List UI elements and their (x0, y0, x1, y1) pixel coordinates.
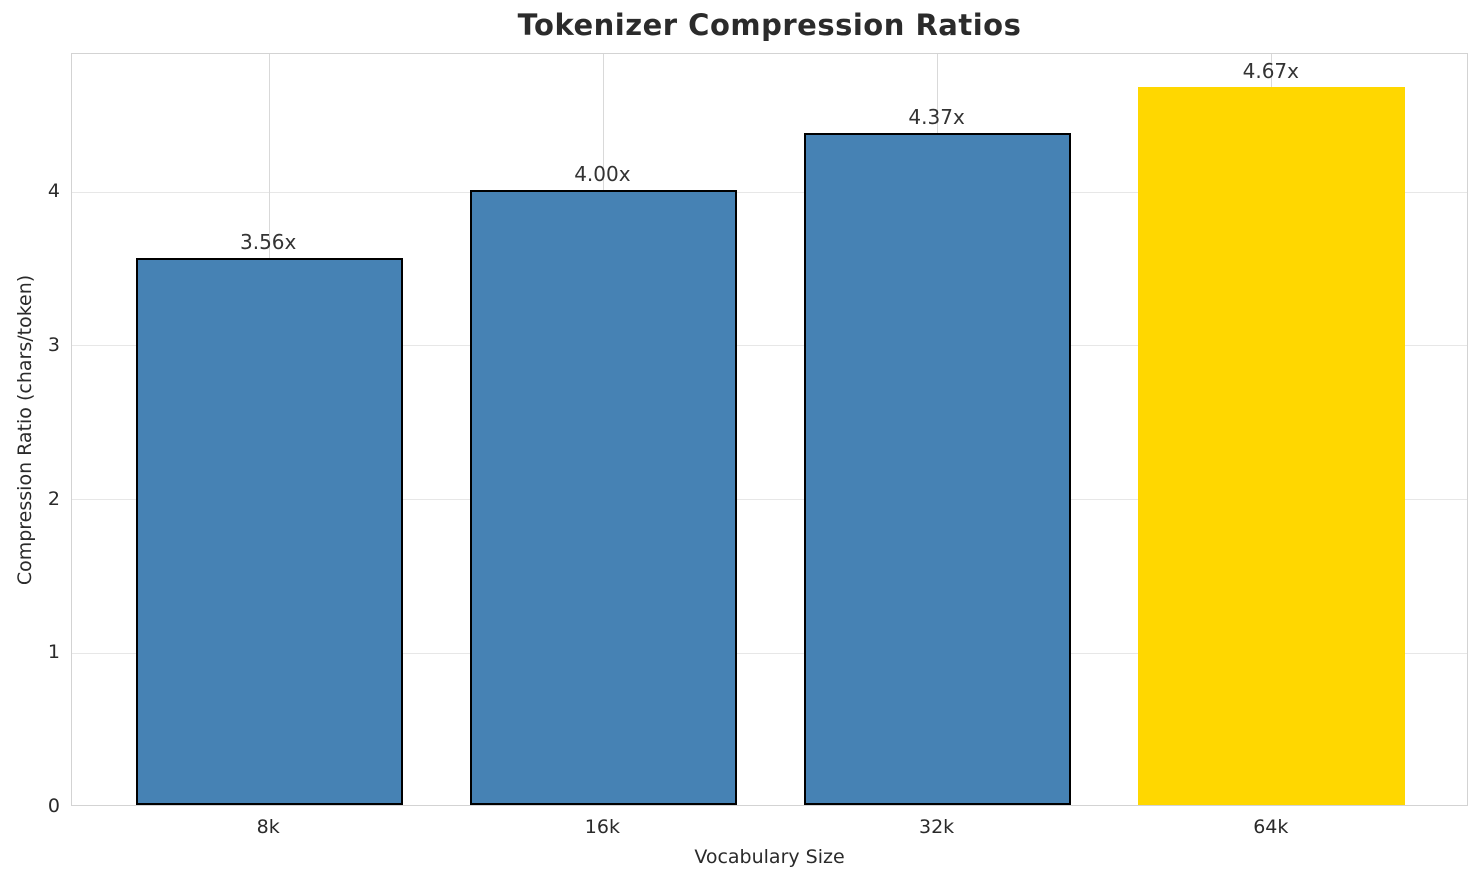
y-tick-label: 0 (47, 795, 60, 817)
x-tick-label-8k: 8k (256, 816, 280, 838)
bar-value-label: 4.37x (908, 105, 965, 130)
y-tick-label: 1 (47, 641, 60, 664)
x-tick-label-32k: 32k (919, 816, 955, 838)
bar-32k (803, 133, 1072, 805)
x-tick-label-16k: 16k (584, 816, 620, 838)
bar-value-label: 3.56x (239, 229, 297, 254)
plot-area (71, 53, 1468, 806)
x-axis-label: Vocabulary Size (694, 846, 845, 868)
bar-16k (469, 190, 738, 805)
bar-64k (1138, 87, 1406, 805)
gridline-y (72, 191, 1467, 193)
gridline-y (72, 345, 1467, 347)
x-tick-label-64k: 64k (1253, 816, 1289, 838)
chart-title: Tokenizer Compression Ratios (517, 8, 1022, 42)
bar-value-label: 4.67x (1242, 59, 1299, 84)
bar-value-label: 4.00x (574, 162, 631, 187)
y-tick-label: 2 (47, 487, 60, 510)
gridline-y (72, 499, 1467, 501)
y-tick-label: 3 (47, 333, 60, 356)
y-tick-label: 4 (47, 180, 60, 203)
gridline-y (72, 652, 1467, 654)
y-axis-label: Compression Ratio (chars/token) (14, 274, 36, 586)
bar-8k (135, 257, 403, 805)
